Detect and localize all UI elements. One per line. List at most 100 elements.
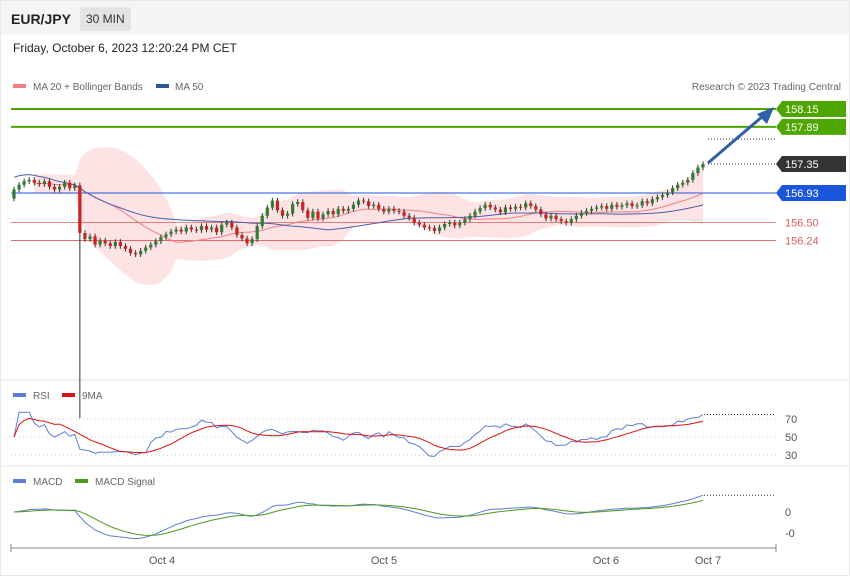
candle-down xyxy=(204,226,209,230)
candle-down xyxy=(306,210,310,218)
candle-down xyxy=(68,182,72,189)
rsi-level-label: 70 xyxy=(785,414,797,426)
candle-up xyxy=(625,203,629,206)
candle-up xyxy=(42,181,46,185)
candle-up xyxy=(483,204,487,209)
candle-up xyxy=(595,207,599,209)
candle-up xyxy=(220,224,224,233)
candle-up xyxy=(336,208,340,215)
x-tick-label: Oct 7 xyxy=(695,555,721,567)
candle-up xyxy=(600,206,604,208)
candle-down xyxy=(544,214,548,219)
candle-up xyxy=(154,241,158,245)
candle-up xyxy=(311,211,315,218)
copyright: Research © 2023 Trading Central xyxy=(692,82,841,93)
candle-down xyxy=(554,215,558,220)
candle-up xyxy=(326,210,330,215)
candle-up xyxy=(12,189,16,199)
candle-up xyxy=(255,226,259,240)
candle-up xyxy=(63,182,67,187)
candle-up xyxy=(387,208,391,212)
rsi-ma-line xyxy=(13,417,704,453)
rsi-level-label: 50 xyxy=(785,432,797,444)
candle-up xyxy=(291,204,295,214)
candle-up xyxy=(463,219,467,223)
candle-down xyxy=(417,222,421,225)
forecast-arrow xyxy=(707,107,774,165)
candle-down xyxy=(402,211,406,216)
candle-up xyxy=(296,201,300,205)
candle-down xyxy=(361,200,366,202)
candle-up xyxy=(356,200,361,205)
last_price-level-label: 157.35 xyxy=(785,159,819,171)
candle-down xyxy=(488,204,492,208)
candle-up xyxy=(149,244,153,248)
candle-up xyxy=(665,192,670,196)
target-level-label: 158.15 xyxy=(785,104,819,116)
candle-down xyxy=(331,210,335,215)
candle-down xyxy=(382,208,386,212)
candle-up xyxy=(513,206,518,209)
macd-tick-label: -0 xyxy=(785,528,795,540)
candle-down xyxy=(123,246,128,249)
candle-down xyxy=(412,217,416,223)
ma20-legend-swatch xyxy=(13,84,26,88)
candle-down xyxy=(377,204,381,209)
candle-down xyxy=(564,221,568,223)
macd-signal-legend-swatch xyxy=(75,479,88,483)
candle-up xyxy=(503,207,508,213)
candle-up xyxy=(635,205,639,207)
candle-up xyxy=(620,205,624,207)
candle-down xyxy=(615,204,619,207)
candle-down xyxy=(605,206,609,209)
candle-down xyxy=(194,229,198,231)
price-tags: 158.15 157.89 157.35 156.93 156.50 156.24 xyxy=(776,100,846,248)
candle-up xyxy=(22,181,26,185)
candle-down xyxy=(453,222,457,226)
candle-up xyxy=(169,231,173,235)
candle-up xyxy=(549,215,553,219)
candle-down xyxy=(235,227,239,236)
candle-down xyxy=(128,248,133,253)
candle-up xyxy=(655,197,660,200)
bollinger-band-area xyxy=(34,147,704,285)
candle-down xyxy=(519,206,523,208)
candle-up xyxy=(640,201,644,206)
candle-up xyxy=(57,186,62,190)
candle-down xyxy=(493,207,497,210)
candle-down xyxy=(118,241,122,247)
candle-up xyxy=(676,184,680,189)
candle-up xyxy=(73,185,77,189)
candle-up xyxy=(285,213,290,216)
macd-legend-label: MACD xyxy=(33,477,62,488)
candle-up xyxy=(164,234,168,238)
candle-down xyxy=(397,210,401,212)
candle-up xyxy=(650,199,654,204)
date-text: Friday, October 6, 2023 12:20:24 PM CET xyxy=(13,41,237,55)
candle-up xyxy=(17,184,21,190)
rsi-ma-legend-swatch xyxy=(62,393,75,397)
pivot-level-tag xyxy=(776,185,846,201)
bollinger-band xyxy=(34,147,704,285)
candle-up xyxy=(265,207,269,216)
candle-up xyxy=(681,182,685,185)
macd-pane: 0 -0 xyxy=(13,494,795,540)
macd-legend-swatch xyxy=(13,479,26,483)
instrument-title: EUR/JPY xyxy=(11,11,71,27)
candle-up xyxy=(478,208,482,212)
candle-up xyxy=(144,247,148,251)
macd-line xyxy=(13,494,704,540)
candle-down xyxy=(83,232,87,240)
candle-down xyxy=(534,206,538,210)
candle-up xyxy=(88,236,92,240)
candle-up xyxy=(260,215,264,227)
pivot-level-label: 156.93 xyxy=(785,188,819,200)
candle-down xyxy=(341,208,345,211)
rsi-line xyxy=(13,411,704,457)
candle-down xyxy=(645,201,649,204)
timeframe-badge[interactable]: 30 MIN xyxy=(80,7,131,31)
price-levels xyxy=(11,107,776,241)
candle-down xyxy=(32,179,36,183)
candle-up xyxy=(351,204,356,209)
